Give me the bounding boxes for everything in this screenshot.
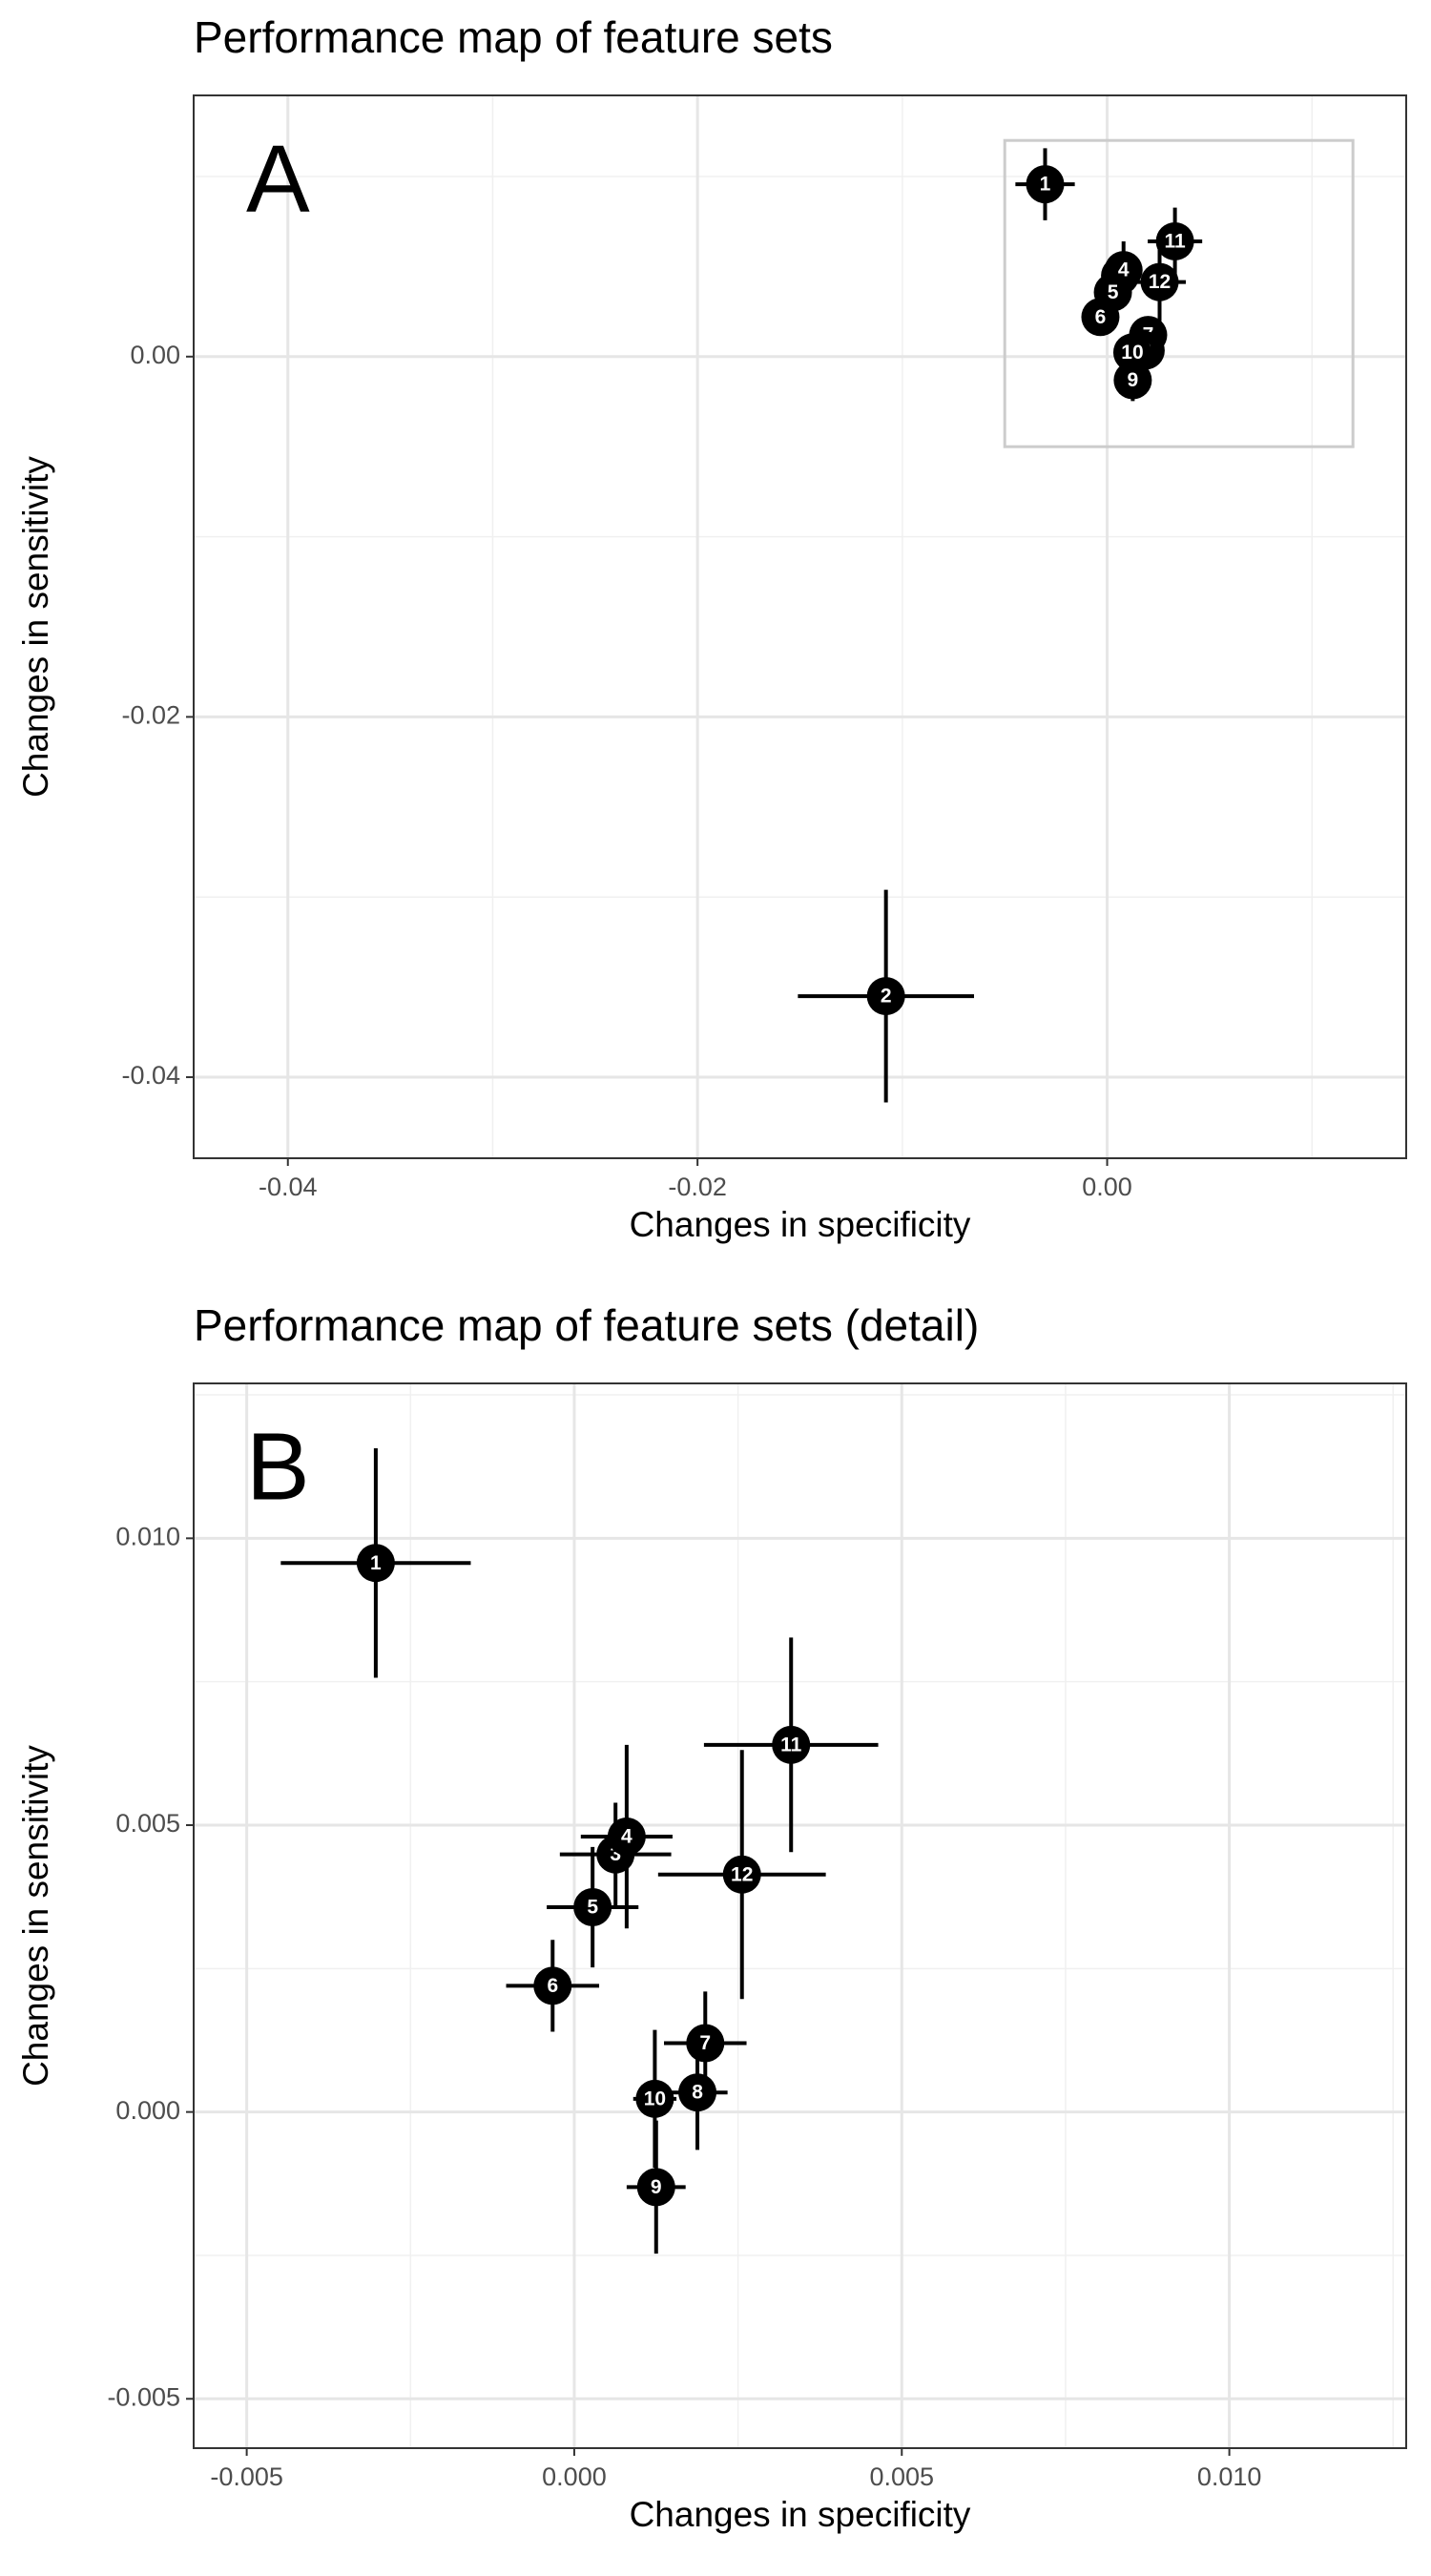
point-label: 3 (610, 1843, 621, 1865)
point (678, 2073, 717, 2112)
points: 1 34 5 6 7 8 9 10 11 12 (280, 1447, 879, 2254)
plot-border (193, 1382, 1407, 2449)
point (356, 1544, 395, 1583)
point (772, 1725, 811, 1764)
y-tick-label: -0.04 (121, 1061, 180, 1090)
point-label: 11 (780, 1734, 802, 1755)
point-label: 12 (1149, 271, 1171, 293)
point-label: 11 (1165, 230, 1187, 252)
y-tick-label: 0.005 (115, 1809, 180, 1838)
y-axis-title: Changes in sensitivity (16, 1745, 55, 2087)
point-label: 10 (644, 2088, 666, 2109)
point (686, 2024, 725, 2063)
x-tick-label: 0.010 (1197, 2462, 1262, 2491)
x-axis-title: Changes in specificity (630, 2495, 971, 2534)
plot-background (194, 95, 1406, 1158)
point-label: 9 (1128, 369, 1139, 391)
y-axis-title: Changes in sensitivity (16, 456, 55, 798)
point (635, 2079, 674, 2118)
chart-title: Performance map of feature sets (detail) (194, 1300, 979, 1350)
y-tick-label: -0.005 (107, 2382, 180, 2411)
y-tick-label: -0.02 (121, 701, 180, 730)
point (636, 2168, 675, 2207)
y-tick-label: 0.010 (115, 1522, 180, 1550)
point-label: 10 (1121, 342, 1143, 364)
point (722, 1855, 761, 1894)
point-label: 1 (370, 1552, 382, 1574)
point (607, 1818, 646, 1857)
panel-label: A (246, 125, 310, 232)
y-tick-label: 0.00 (130, 341, 180, 369)
y-tick-label: 0.000 (115, 2096, 180, 2125)
zoom-box (1003, 138, 1355, 448)
point (573, 1887, 612, 1926)
panel-label: B (246, 1413, 310, 1520)
point-label: 1 (1040, 174, 1051, 196)
x-tick-label: -0.02 (668, 1173, 727, 1201)
point (1026, 165, 1065, 204)
x-tick-label: 0.005 (869, 2462, 934, 2491)
point-label: 6 (547, 1975, 558, 1997)
chart-title: Performance map of feature sets (194, 12, 833, 62)
point-label: 4 (621, 1826, 633, 1848)
point-label: 8 (692, 2082, 703, 2104)
points: 123456789101112 (798, 148, 1203, 1103)
point-label: 9 (651, 2176, 662, 2198)
x-tick-label: 0.000 (542, 2462, 607, 2491)
point (1140, 262, 1179, 301)
point-label: 6 (1095, 306, 1107, 328)
x-axis-title: Changes in specificity (630, 1205, 971, 1244)
point (1112, 333, 1151, 372)
point-label: 12 (731, 1863, 753, 1885)
x-tick-label: -0.04 (259, 1173, 318, 1201)
point (533, 1966, 572, 2005)
point-label: 5 (587, 1897, 598, 1919)
point (1081, 298, 1120, 337)
x-tick-label: -0.005 (210, 2462, 283, 2491)
point (1113, 361, 1152, 400)
plot-background (194, 1383, 1406, 2448)
point-label: 2 (881, 986, 892, 1008)
point (866, 977, 905, 1016)
point (1155, 221, 1194, 260)
x-tick-label: 0.00 (1082, 1173, 1132, 1201)
point-label: 7 (699, 2032, 711, 2054)
point-label: 5 (1108, 281, 1119, 303)
plot-border (193, 94, 1407, 1159)
